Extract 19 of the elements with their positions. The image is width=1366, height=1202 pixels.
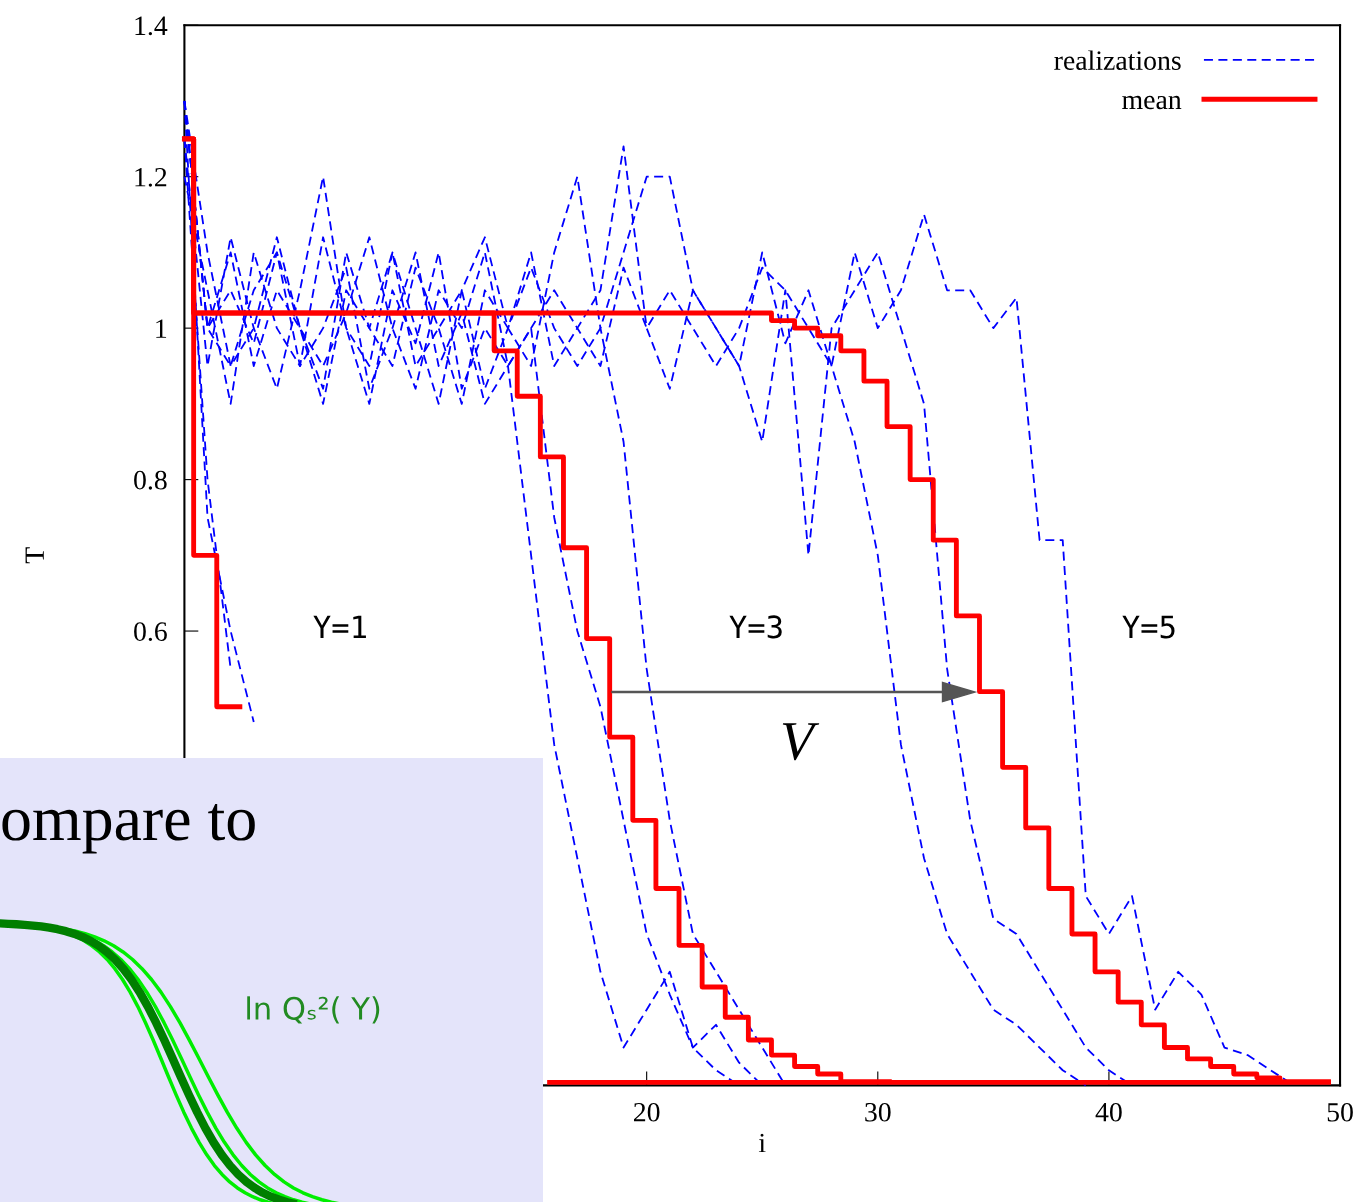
annotation: ompare to — [2, 804, 255, 854]
annotation: Y=3 — [729, 615, 782, 639]
y-axis-title: T — [25, 547, 44, 564]
x-tick-label: 40 — [1095, 1102, 1122, 1122]
x-tick-label: 50 — [1327, 1102, 1353, 1122]
annotation: V — [782, 723, 820, 761]
y-tick-label: 1.4 — [135, 16, 168, 36]
x-axis-title: i — [758, 1133, 766, 1153]
legend-label: mean — [1122, 95, 1182, 110]
x-tick-label: 30 — [865, 1102, 891, 1122]
annotation: ln Qₛ²( Y) — [247, 996, 380, 1024]
x-tick-label: 20 — [634, 1102, 660, 1122]
y-tick-label: 0.6 — [134, 622, 167, 642]
y-tick-label: 1 — [156, 319, 167, 338]
legend-label: realizations — [1054, 50, 1181, 70]
annotation: Y=5 — [1122, 615, 1175, 639]
y-tick-label: 1.2 — [135, 167, 167, 187]
y-tick-label: 0.8 — [134, 470, 167, 490]
annotation: Y=1 — [313, 615, 366, 639]
